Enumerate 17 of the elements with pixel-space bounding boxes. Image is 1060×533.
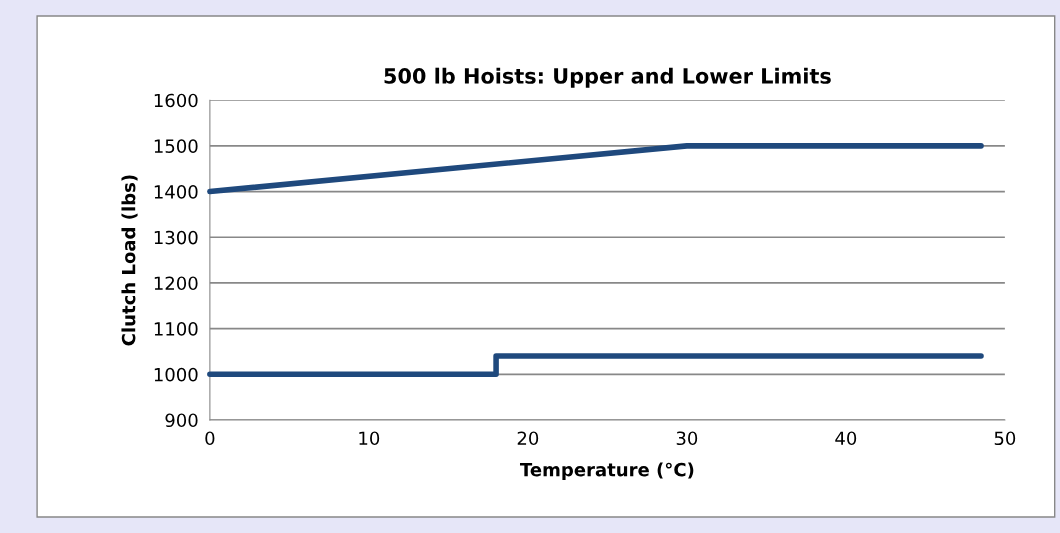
x-tick-label: 0	[205, 431, 215, 446]
x-tick-label: 50	[994, 431, 1016, 446]
y-tick-label: 1200	[154, 276, 198, 291]
x-tick-label: 10	[359, 431, 380, 446]
y-tick-label: 900	[165, 413, 198, 428]
y-tick-label: 1000	[154, 367, 198, 382]
x-tick-label: 20	[517, 431, 539, 446]
y-tick-label: 1100	[154, 322, 198, 336]
x-tick-label: 40	[835, 431, 857, 446]
y-tick-label: 1300	[154, 230, 198, 245]
chart-title: 500 lb Hoists: Upper and Lower Limits	[384, 67, 831, 88]
x-tick-label: 30	[676, 431, 698, 446]
x-axis-title: Temperature (°C)	[519, 462, 694, 480]
y-tick-label: 1500	[154, 139, 198, 154]
y-tick-label: 1400	[154, 185, 198, 199]
y-tick-label: 1600	[154, 93, 198, 108]
y-axis-title: Clutch Load (lbs)	[121, 175, 138, 346]
